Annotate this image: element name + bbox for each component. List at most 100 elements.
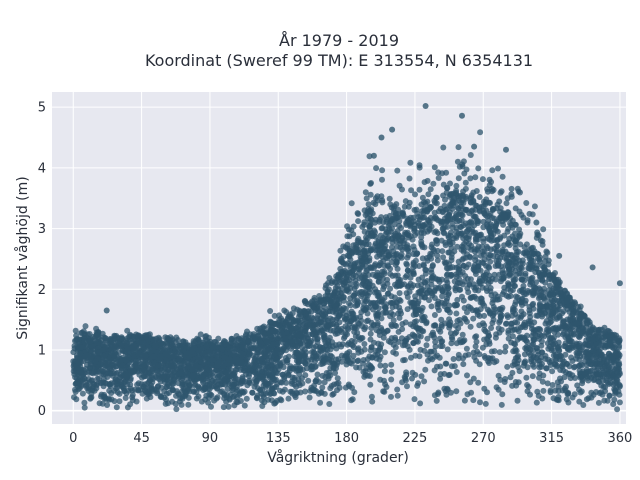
data-point xyxy=(384,236,391,242)
data-point xyxy=(169,398,176,405)
data-point xyxy=(409,236,416,243)
data-point xyxy=(203,343,210,350)
data-point xyxy=(227,373,234,380)
data-point xyxy=(321,332,328,339)
data-point xyxy=(540,294,547,300)
data-point xyxy=(502,348,509,355)
data-point xyxy=(470,281,477,288)
data-point xyxy=(279,388,286,395)
data-point xyxy=(305,377,312,384)
data-point xyxy=(514,397,521,404)
data-point xyxy=(384,327,391,334)
data-point xyxy=(163,396,169,403)
chart-title-line-2: Koordinat (Sweref 99 TM): E 313554, N 63… xyxy=(145,51,533,70)
data-point xyxy=(127,367,134,374)
data-point xyxy=(390,341,397,348)
data-point xyxy=(351,263,358,270)
data-point xyxy=(351,292,358,299)
data-point xyxy=(75,359,82,366)
data-point xyxy=(310,326,316,333)
data-point xyxy=(487,200,493,206)
data-point xyxy=(166,383,173,390)
data-point xyxy=(512,301,518,308)
data-point xyxy=(434,252,441,259)
data-point xyxy=(355,270,362,277)
data-point xyxy=(472,235,479,242)
data-point xyxy=(79,390,86,397)
data-point xyxy=(108,346,115,353)
data-point xyxy=(142,388,149,395)
data-point xyxy=(472,271,479,277)
data-point xyxy=(388,244,395,251)
data-point xyxy=(566,316,573,323)
data-point xyxy=(118,357,125,364)
data-point xyxy=(438,316,445,323)
data-point xyxy=(451,248,458,255)
data-point xyxy=(173,365,180,372)
data-point xyxy=(477,399,483,406)
data-point xyxy=(246,343,253,350)
data-point xyxy=(395,328,402,335)
data-point xyxy=(450,235,457,242)
data-point xyxy=(461,240,468,247)
data-point xyxy=(429,292,436,299)
data-point xyxy=(610,345,617,352)
data-point xyxy=(346,277,353,283)
data-point xyxy=(314,371,321,378)
data-point xyxy=(118,342,125,349)
data-point xyxy=(418,317,425,324)
data-point xyxy=(397,237,404,244)
data-point xyxy=(344,252,351,259)
data-point xyxy=(295,376,302,383)
data-point xyxy=(158,394,165,400)
data-point xyxy=(521,334,528,341)
data-point xyxy=(200,379,207,386)
data-point xyxy=(85,369,92,376)
data-point xyxy=(493,220,500,227)
data-point xyxy=(577,303,584,310)
data-point xyxy=(394,228,401,234)
data-point xyxy=(398,251,405,258)
data-point xyxy=(389,225,395,232)
data-point xyxy=(507,220,514,227)
data-point xyxy=(174,388,180,395)
data-point xyxy=(322,374,329,380)
data-point xyxy=(272,350,279,357)
data-point xyxy=(404,229,411,236)
data-point xyxy=(480,203,487,210)
data-point xyxy=(159,367,166,374)
data-point xyxy=(225,403,232,410)
data-point xyxy=(404,294,411,300)
data-point xyxy=(577,389,584,396)
data-point xyxy=(570,305,577,312)
data-point xyxy=(390,317,397,324)
data-point xyxy=(296,307,303,314)
data-point xyxy=(274,336,281,343)
data-point xyxy=(295,359,302,366)
data-point xyxy=(241,365,248,372)
data-point xyxy=(551,296,558,303)
data-point xyxy=(469,228,476,235)
data-point xyxy=(353,364,360,371)
data-point xyxy=(496,271,503,278)
data-point xyxy=(549,382,556,388)
data-point xyxy=(102,335,109,342)
data-point xyxy=(518,276,525,283)
data-point xyxy=(124,341,131,348)
data-point xyxy=(350,352,357,359)
data-point xyxy=(256,349,263,356)
data-point xyxy=(219,388,225,395)
data-point xyxy=(108,396,115,403)
data-point xyxy=(457,320,464,327)
data-point xyxy=(492,276,499,283)
data-point xyxy=(369,398,376,405)
data-point xyxy=(203,392,210,399)
data-point xyxy=(387,285,394,292)
data-point xyxy=(604,397,611,404)
data-point xyxy=(346,349,353,355)
data-point xyxy=(543,365,550,372)
data-point xyxy=(457,210,464,216)
data-point xyxy=(614,369,621,376)
data-point xyxy=(143,395,150,402)
